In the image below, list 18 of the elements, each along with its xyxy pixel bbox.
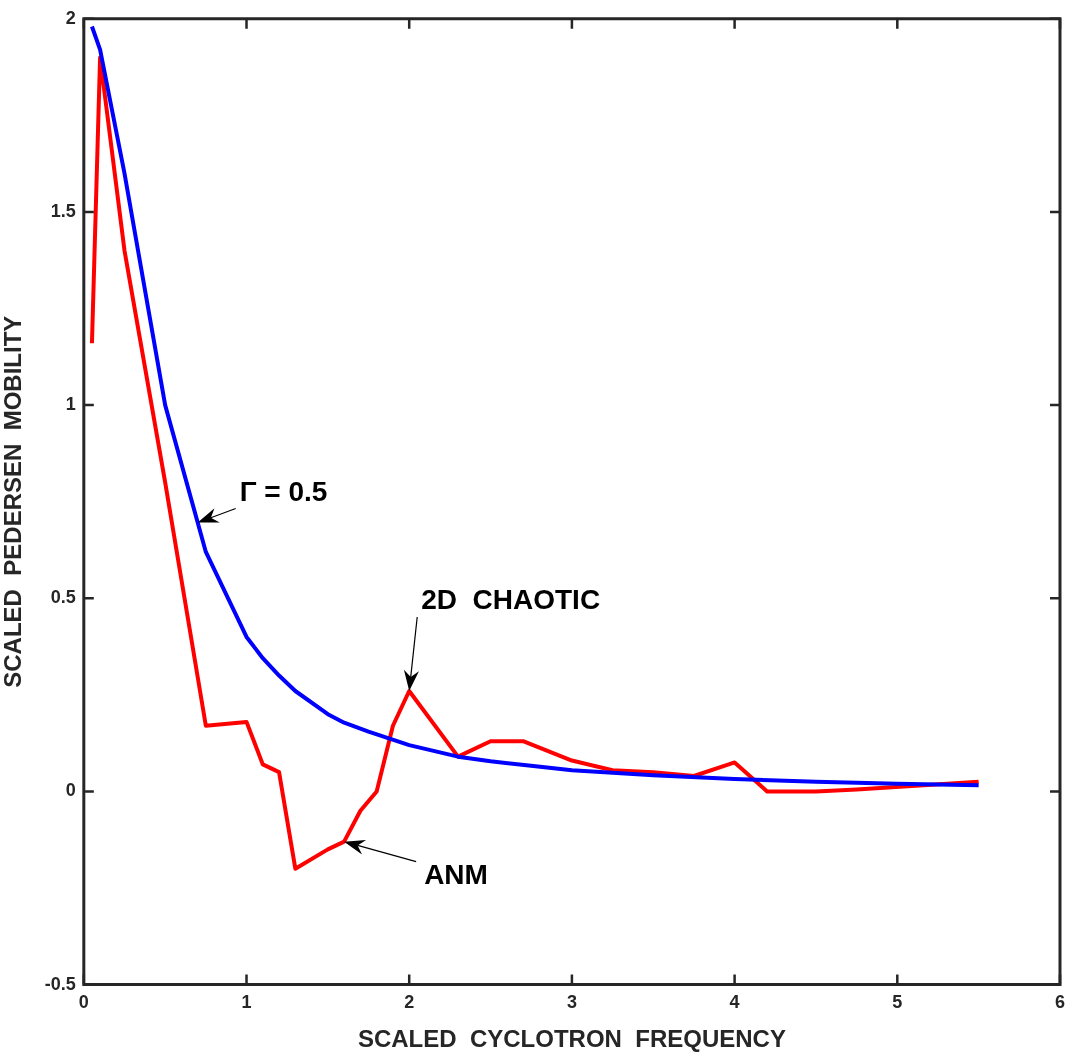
x-tick-label: 0 <box>78 992 89 1013</box>
annotation: Γ = 0.5 <box>239 475 328 507</box>
x-tick-label: 2 <box>404 992 415 1013</box>
y-tick-label: 1 <box>65 394 76 415</box>
y-tick-label: 0 <box>65 780 76 801</box>
x-tick-label: 1 <box>241 992 252 1013</box>
y-tick-label: -0.5 <box>44 973 76 994</box>
y-tick-label: 2 <box>65 7 76 28</box>
y-tick-label: 1.5 <box>50 200 76 221</box>
x-axis-title: SCALED CYCLOTRON FREQUENCY <box>357 1025 786 1053</box>
y-tick-label: 0.5 <box>50 587 76 608</box>
x-tick-label: 3 <box>566 992 577 1013</box>
y-axis-title: SCALED PEDERSEN MOBILITY <box>0 315 27 688</box>
x-tick-label: 6 <box>1054 992 1065 1013</box>
x-tick-label: 5 <box>892 992 903 1013</box>
annotation: ANM <box>424 858 488 890</box>
annotation: 2D CHAOTIC <box>421 584 601 615</box>
x-tick-label: 4 <box>729 992 740 1013</box>
